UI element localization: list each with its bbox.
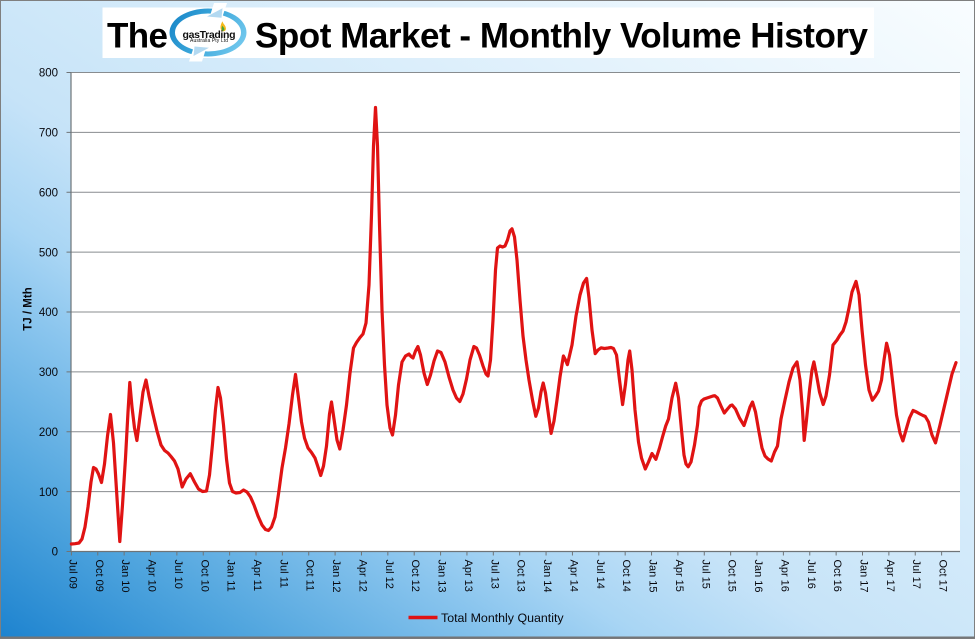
- svg-text:Jan 14: Jan 14: [541, 560, 553, 593]
- svg-text:Oct 14: Oct 14: [620, 560, 632, 592]
- svg-text:Apr 15: Apr 15: [673, 560, 685, 592]
- svg-text:Jul 16: Jul 16: [805, 560, 817, 589]
- svg-text:Oct 12: Oct 12: [409, 560, 421, 592]
- svg-text:Jul 15: Jul 15: [699, 560, 711, 589]
- svg-text:Jan 17: Jan 17: [858, 560, 870, 593]
- svg-text:Oct 11: Oct 11: [304, 560, 316, 592]
- svg-text:800: 800: [39, 68, 58, 80]
- svg-text:Oct 15: Oct 15: [726, 560, 738, 592]
- svg-text:Oct 13: Oct 13: [515, 560, 527, 592]
- svg-text:Jul 12: Jul 12: [383, 560, 395, 589]
- svg-text:Apr 10: Apr 10: [146, 560, 158, 592]
- svg-text:Jul 17: Jul 17: [910, 560, 922, 589]
- svg-text:Oct 09: Oct 09: [93, 560, 105, 592]
- svg-text:100: 100: [39, 487, 58, 499]
- svg-text:Jul 10: Jul 10: [172, 560, 184, 589]
- svg-text:Spot Market - Monthly Volume H: Spot Market - Monthly Volume History: [255, 17, 869, 56]
- svg-text:Jul 11: Jul 11: [277, 560, 289, 589]
- svg-text:Apr 14: Apr 14: [567, 560, 579, 592]
- svg-text:Apr 12: Apr 12: [356, 560, 368, 592]
- svg-text:Jan 12: Jan 12: [330, 560, 342, 593]
- svg-text:Apr 17: Apr 17: [884, 560, 896, 592]
- svg-text:Jul 14: Jul 14: [594, 560, 606, 589]
- svg-text:Apr 11: Apr 11: [251, 560, 263, 592]
- svg-text:Apr 16: Apr 16: [778, 560, 790, 592]
- svg-text:Jan 10: Jan 10: [119, 560, 131, 593]
- svg-text:The: The: [107, 17, 168, 56]
- svg-text:gasTrading: gasTrading: [183, 29, 236, 41]
- svg-text:400: 400: [39, 307, 58, 319]
- svg-text:Jan 11: Jan 11: [225, 560, 237, 592]
- svg-text:200: 200: [39, 427, 58, 439]
- svg-text:Jul 09: Jul 09: [66, 560, 78, 589]
- svg-text:TJ / Mth: TJ / Mth: [23, 287, 35, 330]
- svg-text:Australia Pty Ltd: Australia Pty Ltd: [190, 38, 228, 44]
- svg-text:700: 700: [39, 128, 58, 140]
- svg-text:Jan 15: Jan 15: [647, 560, 659, 593]
- svg-text:0: 0: [52, 547, 58, 559]
- svg-text:Jul 13: Jul 13: [488, 560, 500, 589]
- svg-text:Total Monthly Quantity: Total Monthly Quantity: [441, 611, 564, 625]
- svg-text:300: 300: [39, 367, 58, 379]
- svg-text:600: 600: [39, 187, 58, 199]
- svg-text:Oct 17: Oct 17: [937, 560, 949, 592]
- svg-text:Jan 13: Jan 13: [436, 560, 448, 593]
- svg-text:Oct 10: Oct 10: [198, 560, 210, 592]
- svg-text:500: 500: [39, 247, 58, 259]
- svg-text:Oct 16: Oct 16: [831, 560, 843, 592]
- svg-text:Jan 16: Jan 16: [752, 560, 764, 593]
- svg-text:Apr 13: Apr 13: [462, 560, 474, 592]
